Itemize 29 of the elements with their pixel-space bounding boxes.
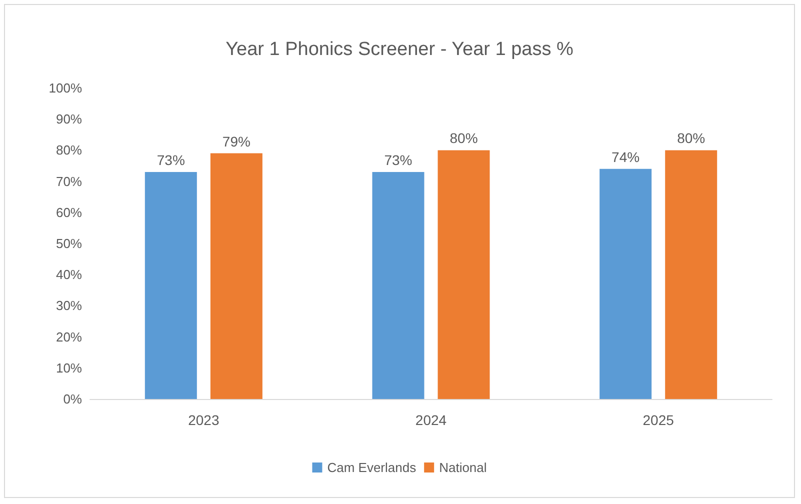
chart-title: Year 1 Phonics Screener - Year 1 pass % bbox=[226, 39, 574, 60]
y-tick-label: 50% bbox=[56, 236, 82, 251]
y-tick-label: 80% bbox=[56, 142, 82, 158]
bar bbox=[600, 168, 652, 399]
data-label: 73% bbox=[384, 152, 412, 168]
y-tick-label: 70% bbox=[56, 174, 82, 189]
y-tick-label: 20% bbox=[56, 329, 82, 344]
y-tick-label: 10% bbox=[56, 360, 82, 376]
bar bbox=[210, 153, 262, 399]
bar bbox=[665, 150, 718, 399]
data-label: 79% bbox=[222, 133, 250, 150]
data-label: 80% bbox=[450, 130, 478, 146]
y-tick-label: 60% bbox=[56, 204, 82, 220]
bar bbox=[144, 172, 197, 399]
bar bbox=[438, 150, 490, 399]
y-tick-label: 30% bbox=[56, 298, 82, 314]
y-tick-label: 90% bbox=[56, 112, 82, 127]
y-tick-label: 100% bbox=[48, 80, 82, 96]
y-tick-label: 40% bbox=[56, 267, 82, 282]
legend-label: Cam Everlands bbox=[327, 460, 417, 475]
data-label: 80% bbox=[677, 130, 706, 146]
data-label: 73% bbox=[156, 152, 185, 168]
legend-label: National bbox=[439, 460, 487, 475]
bar bbox=[372, 172, 424, 399]
x-tick-label: 2025 bbox=[642, 412, 674, 428]
data-label: 74% bbox=[612, 148, 640, 165]
x-tick-label: 2023 bbox=[188, 412, 220, 428]
y-tick-label: 0% bbox=[63, 392, 82, 406]
x-tick-label: 2024 bbox=[415, 412, 447, 428]
